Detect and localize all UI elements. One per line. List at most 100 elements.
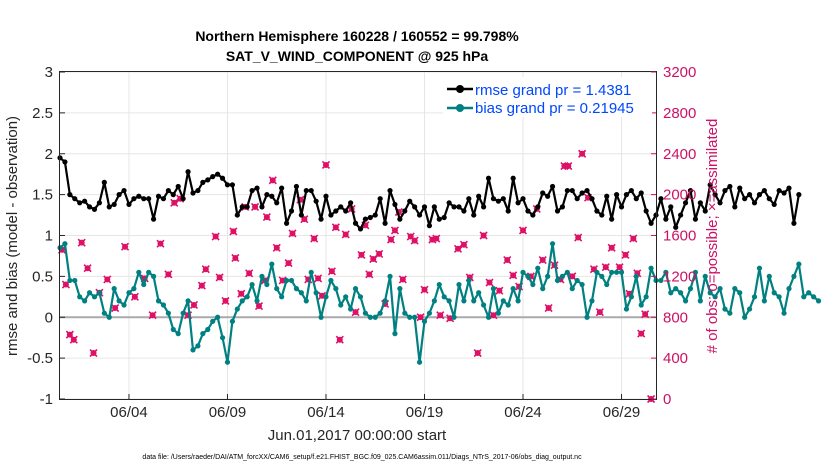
rmse-point	[431, 204, 437, 210]
rmse-point	[190, 190, 196, 196]
rmse-point	[200, 179, 206, 185]
bias-point	[131, 286, 137, 292]
bias-point	[722, 306, 728, 312]
obs-count-cross	[314, 274, 323, 283]
bias-point	[702, 273, 708, 279]
rmse-point	[146, 196, 152, 202]
bias-point	[678, 290, 684, 296]
bias-point	[86, 290, 93, 296]
rmse-point	[569, 187, 575, 194]
rmse-point	[535, 204, 541, 210]
rmse-point	[623, 192, 630, 198]
rmse-point	[205, 177, 211, 183]
rmse-point	[372, 212, 378, 218]
rmse-point	[224, 182, 231, 188]
obs-count-cross	[479, 231, 488, 240]
obs-count-cross	[420, 285, 429, 294]
obs-count-cross	[331, 223, 340, 232]
bias-point	[564, 269, 570, 275]
bias-point	[382, 298, 388, 304]
bias-point	[165, 310, 171, 316]
rmse-point	[599, 212, 605, 218]
rmse-point	[540, 190, 546, 196]
rmse-point	[377, 196, 383, 202]
x-tick-label: 06/14	[307, 404, 345, 421]
rmse-point	[500, 196, 506, 202]
bias-point	[91, 294, 98, 300]
bias-point	[367, 314, 373, 320]
rmse-point	[318, 216, 324, 222]
right-tick-label: 400	[663, 350, 688, 367]
bias-point	[348, 306, 354, 312]
rmse-point	[485, 175, 492, 181]
rmse-point	[91, 206, 98, 212]
rmse-point	[387, 187, 393, 194]
bias-point	[259, 273, 265, 279]
rmse-point	[594, 208, 600, 214]
rmse-point	[549, 183, 556, 190]
bias-point	[815, 298, 822, 304]
bias-point	[392, 331, 398, 337]
bias-point	[476, 290, 482, 296]
obs-count-cross	[459, 240, 468, 249]
bias-point	[579, 281, 585, 288]
obs-count-cross	[111, 303, 120, 313]
rmse-point	[737, 185, 743, 191]
rmse-point	[663, 216, 669, 222]
bias-point	[584, 314, 590, 320]
bias-point	[283, 277, 290, 284]
bias-point	[328, 277, 334, 284]
rmse-point	[589, 196, 595, 202]
bias-point	[471, 298, 477, 304]
bias-point	[466, 277, 472, 284]
bias-point	[239, 298, 245, 304]
rmse-point	[333, 208, 339, 214]
bias-point	[377, 310, 383, 316]
rmse-point	[609, 216, 615, 222]
bias-point	[234, 306, 240, 312]
rmse-point	[727, 183, 733, 190]
bias-point	[540, 286, 546, 292]
rmse-point	[441, 214, 447, 221]
rmse-point	[436, 216, 442, 222]
legend-bias-marker	[456, 104, 464, 112]
bias-point	[175, 331, 181, 337]
bias-point	[530, 281, 536, 288]
bias-point	[185, 298, 191, 304]
bias-point	[426, 310, 433, 316]
obs-count-cross	[410, 236, 419, 245]
bias-point	[421, 318, 428, 324]
rmse-point	[421, 204, 428, 210]
obs-count-cross	[518, 226, 528, 235]
right-y-axis-label: # of obs: o=possible; ×=assimilated	[704, 119, 721, 354]
obs-count-cross	[375, 249, 384, 258]
bias-point	[224, 359, 231, 365]
rmse-point	[402, 208, 408, 214]
rmse-point	[426, 223, 433, 229]
rmse-point	[446, 200, 452, 206]
rmse-point	[476, 193, 482, 199]
bias-point	[387, 273, 393, 279]
obs-count-cross	[637, 329, 646, 338]
right-y-axis: 0 400 800 1200 1600 2000 2400 2800 3200	[651, 64, 696, 408]
bias-point	[559, 273, 566, 279]
rmse-point	[456, 204, 462, 210]
bias-point	[599, 273, 605, 279]
rmse-point	[525, 208, 531, 214]
rmse-point	[756, 192, 763, 198]
bias-point	[190, 347, 196, 353]
obs-count-cross	[601, 263, 610, 272]
rmse-point	[412, 204, 418, 210]
left-tick-label: -0.5	[27, 350, 53, 367]
obs-count-cross	[509, 271, 518, 280]
rmse-point	[155, 193, 162, 199]
bias-point	[520, 269, 526, 275]
bias-point	[357, 294, 364, 300]
rmse-point	[219, 175, 226, 181]
rmse-point	[530, 212, 536, 218]
bias-point	[618, 269, 625, 275]
rmse-point	[564, 187, 570, 194]
obs-count-cross	[250, 202, 260, 211]
bias-point	[298, 290, 304, 296]
